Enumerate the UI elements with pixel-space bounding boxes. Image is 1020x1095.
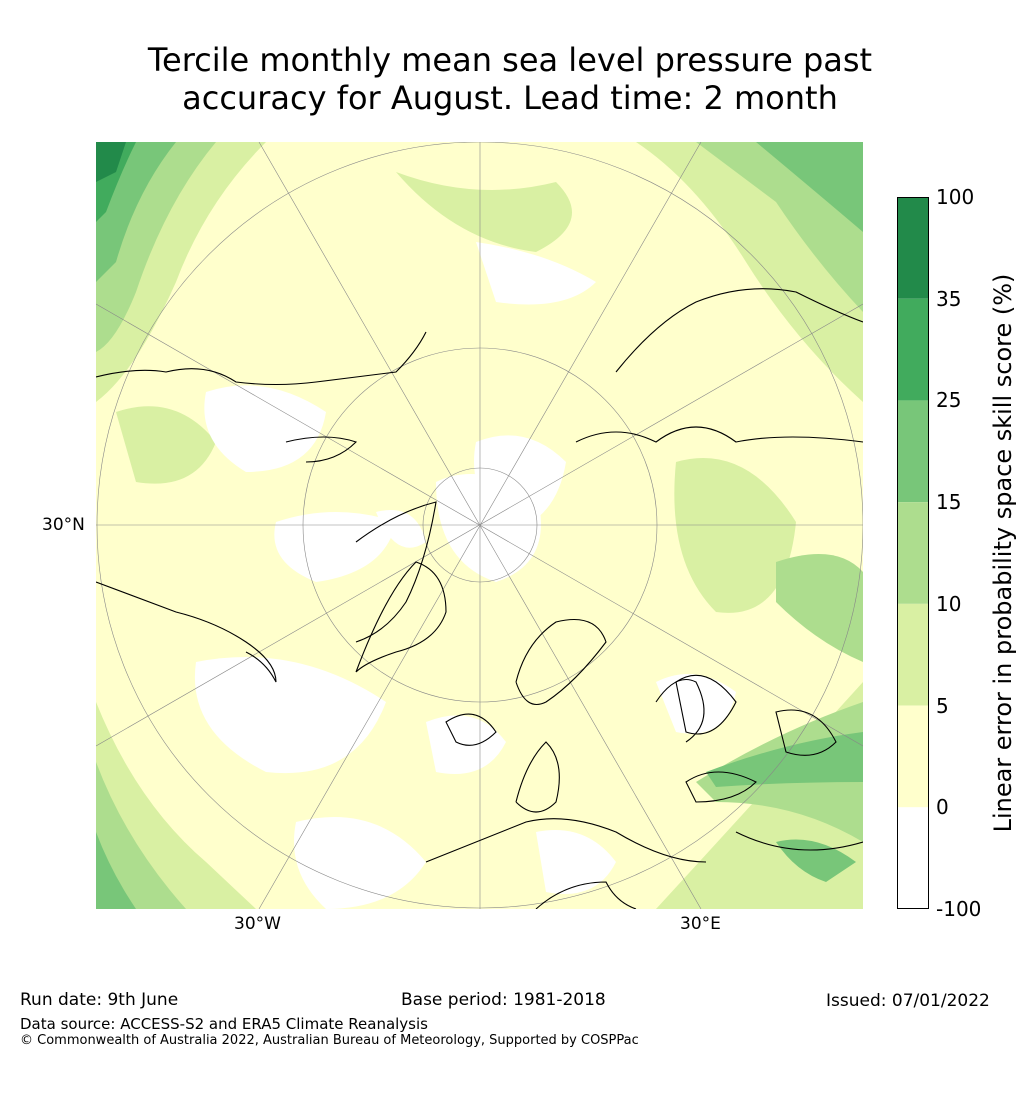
colorbar-tick-label: 15: [936, 490, 962, 515]
coastlines: [96, 288, 863, 909]
colorbar-bin: [897, 705, 929, 808]
graticule: [96, 142, 863, 909]
colorbar-bin: [897, 197, 929, 299]
chart-title-line-2: accuracy for August. Lead time: 2 month: [182, 79, 838, 117]
colorbar-tick-label: 25: [936, 388, 962, 413]
run-date: Run date: 9th June: [20, 990, 179, 1010]
colorbar-frame: [897, 197, 929, 909]
longitude-label-30w: 30°W: [234, 914, 281, 934]
colorbar-tick-label: 5: [936, 693, 949, 718]
skill-region-15-25-se: [706, 732, 863, 787]
colorbar: [897, 197, 929, 909]
colorbar-bin: [897, 502, 929, 604]
copyright: © Commonwealth of Australia 2022, Austra…: [20, 1033, 639, 1048]
colorbar-bin: [897, 603, 929, 706]
longitude-label-30e: 30°E: [680, 914, 721, 934]
skill-region-negative: [194, 657, 386, 774]
issued-date: Issued: 07/01/2022: [826, 991, 990, 1011]
colorbar-tick-label: -100: [936, 897, 982, 921]
colorbar-bin: [897, 807, 929, 909]
skill-region-negative: [376, 510, 426, 548]
skill-region-15-25-se2: [776, 839, 856, 882]
skill-region-5-10-patch: [116, 406, 216, 484]
base-period: Base period: 1981-2018: [401, 990, 606, 1010]
skill-region-5-10-patch: [396, 172, 572, 252]
skill-region-10-15-sw: [96, 762, 186, 909]
colorbar-tick-label: 35: [936, 286, 962, 311]
skill-region-10-15-patch: [776, 554, 863, 662]
skill-region-negative: [536, 830, 616, 894]
skill-region-negative: [274, 512, 396, 582]
colorbar-bin: [897, 298, 929, 401]
skill-region-5-10-patch: [674, 458, 796, 613]
polar-skill-map: [96, 142, 863, 909]
skill-region-negative: [656, 674, 736, 734]
colorbar-tick-label: 100: [936, 185, 975, 209]
colorbar-tick-label: 10: [936, 591, 962, 616]
skill-region-negative: [204, 385, 326, 472]
colorbar-bin: [897, 400, 929, 503]
skill-region-negative: [436, 474, 541, 582]
chart-title-line-1: Tercile monthly mean sea level pressure …: [147, 41, 873, 79]
skill-region-15-25-sw: [96, 832, 136, 909]
colorbar-tick-label: 0: [936, 795, 949, 820]
skill-region-negative: [476, 242, 596, 305]
latitude-label-30n: 30°N: [42, 515, 85, 535]
skill-region-negative: [294, 817, 426, 909]
data-source: Data source: ACCESS-S2 and ERA5 Climate …: [20, 1015, 428, 1033]
skill-region-15-25-ne: [756, 142, 863, 232]
skill-region-35-100-nw: [96, 142, 126, 182]
